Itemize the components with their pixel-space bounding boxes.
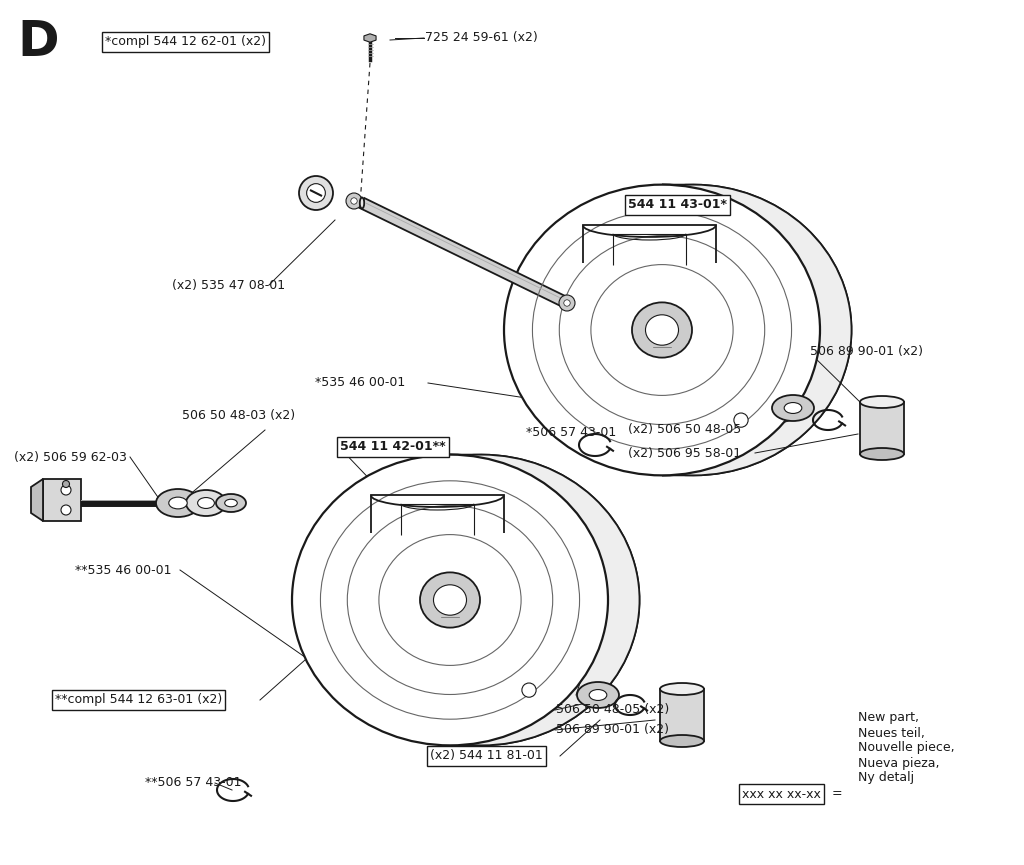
Ellipse shape xyxy=(216,494,246,512)
Text: (x2) 544 11 81-01: (x2) 544 11 81-01 xyxy=(430,749,543,763)
Circle shape xyxy=(564,300,570,306)
Ellipse shape xyxy=(589,689,607,701)
Polygon shape xyxy=(662,184,851,476)
Text: =: = xyxy=(831,787,843,800)
Text: New part,
Neues teil,
Nouvelle piece,
Nueva pieza,
Ny detalj: New part, Neues teil, Nouvelle piece, Nu… xyxy=(858,712,954,785)
Ellipse shape xyxy=(860,396,904,408)
Polygon shape xyxy=(364,34,376,42)
Circle shape xyxy=(734,413,749,427)
Circle shape xyxy=(61,505,71,515)
Ellipse shape xyxy=(186,490,226,516)
Circle shape xyxy=(62,480,70,488)
Polygon shape xyxy=(450,455,639,746)
Ellipse shape xyxy=(359,197,365,208)
Ellipse shape xyxy=(224,499,238,507)
Circle shape xyxy=(306,183,326,202)
Ellipse shape xyxy=(504,184,820,476)
Text: **506 57 43-01: **506 57 43-01 xyxy=(145,777,242,790)
Ellipse shape xyxy=(156,489,200,517)
Circle shape xyxy=(351,198,357,204)
FancyBboxPatch shape xyxy=(43,479,81,521)
Text: 544 11 43-01*: 544 11 43-01* xyxy=(628,198,727,212)
Ellipse shape xyxy=(645,315,679,345)
Text: (x2) 506 59 62-03: (x2) 506 59 62-03 xyxy=(14,451,127,464)
Polygon shape xyxy=(31,479,43,521)
Text: (x2) 535 47 08-01: (x2) 535 47 08-01 xyxy=(172,279,285,292)
Text: 725 24 59-61 (x2): 725 24 59-61 (x2) xyxy=(425,31,538,44)
Ellipse shape xyxy=(772,395,814,421)
Text: *535 46 00-01: *535 46 00-01 xyxy=(315,376,406,389)
Ellipse shape xyxy=(536,184,852,476)
Text: 506 89 90-01 (x2): 506 89 90-01 (x2) xyxy=(556,723,669,736)
Text: **compl 544 12 63-01 (x2): **compl 544 12 63-01 (x2) xyxy=(55,694,222,707)
Text: D: D xyxy=(17,18,58,66)
Ellipse shape xyxy=(198,497,214,509)
Text: *compl 544 12 62-01 (x2): *compl 544 12 62-01 (x2) xyxy=(105,35,266,48)
Ellipse shape xyxy=(577,682,618,708)
Polygon shape xyxy=(860,402,904,454)
Text: **535 46 00-01: **535 46 00-01 xyxy=(75,563,171,576)
Ellipse shape xyxy=(324,455,640,746)
Circle shape xyxy=(346,193,362,209)
Polygon shape xyxy=(660,689,705,741)
Circle shape xyxy=(559,295,575,311)
Ellipse shape xyxy=(860,448,904,460)
Polygon shape xyxy=(359,198,569,308)
Ellipse shape xyxy=(420,573,480,628)
Ellipse shape xyxy=(660,735,705,747)
Circle shape xyxy=(61,485,71,495)
Text: 506 89 90-01 (x2): 506 89 90-01 (x2) xyxy=(810,345,923,358)
Ellipse shape xyxy=(632,303,692,357)
Circle shape xyxy=(299,176,333,210)
Text: 544 11 42-01**: 544 11 42-01** xyxy=(340,440,445,453)
Ellipse shape xyxy=(660,683,705,695)
Circle shape xyxy=(522,683,537,697)
Text: 506 50 48-05 (x2): 506 50 48-05 (x2) xyxy=(556,703,670,716)
Ellipse shape xyxy=(784,402,802,413)
Text: (x2) 506 95 58-01: (x2) 506 95 58-01 xyxy=(628,446,741,459)
Text: *506 57 43-01: *506 57 43-01 xyxy=(526,426,616,439)
Text: (x2) 506 50 48-05: (x2) 506 50 48-05 xyxy=(628,424,741,437)
Ellipse shape xyxy=(169,497,187,509)
Text: xxx xx xx-xx: xxx xx xx-xx xyxy=(742,787,821,800)
Ellipse shape xyxy=(433,585,467,615)
Ellipse shape xyxy=(292,455,608,746)
Text: 506 50 48-03 (x2): 506 50 48-03 (x2) xyxy=(182,408,295,421)
